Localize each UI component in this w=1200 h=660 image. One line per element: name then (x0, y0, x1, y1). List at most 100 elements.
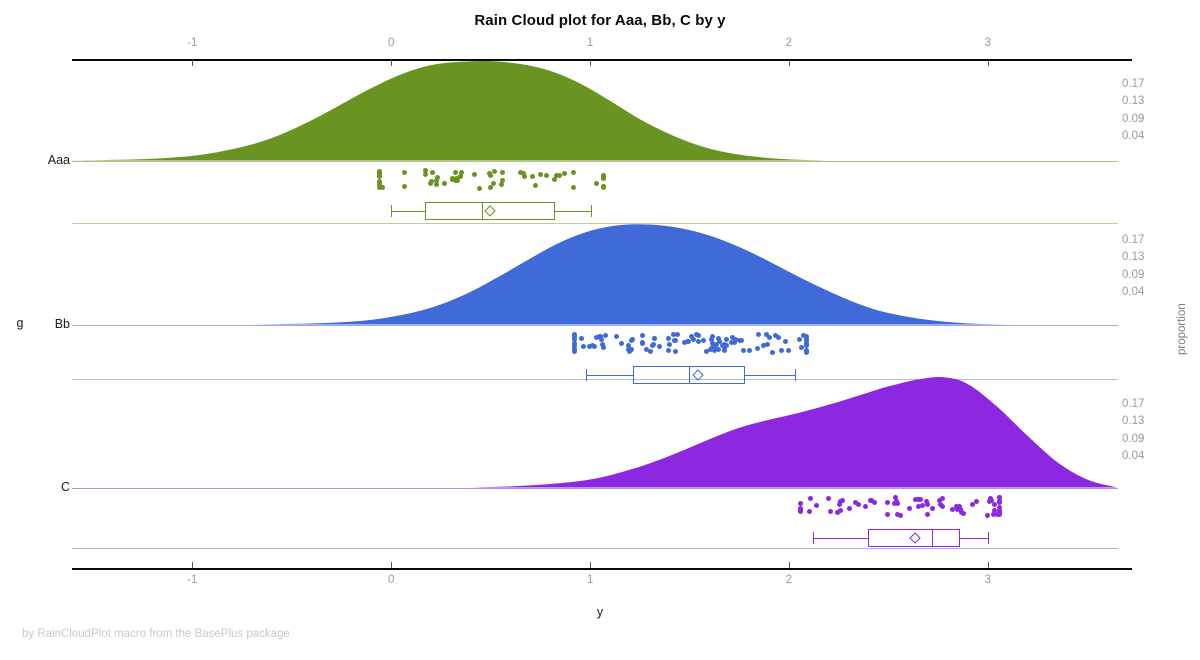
whisker-low-line (586, 375, 633, 376)
data-dot (629, 337, 635, 343)
proportion-tick-label: 0.04 (1122, 286, 1145, 299)
data-dot (693, 332, 699, 338)
x-axis-tick-label: 2 (785, 574, 793, 586)
data-dot (625, 343, 631, 349)
data-dot (422, 171, 428, 177)
box-iqr (868, 529, 960, 547)
data-dot (707, 346, 713, 352)
data-dot (543, 173, 549, 178)
data-dot (716, 347, 722, 353)
mean-diamond-marker (483, 205, 496, 217)
data-dot (626, 347, 632, 353)
data-dot (423, 168, 428, 174)
data-dot (533, 183, 539, 189)
x-axis-tick (987, 60, 989, 66)
data-dot (786, 348, 792, 354)
x-axis-tick (192, 60, 194, 66)
x-axis-title: y (596, 605, 604, 619)
group-label-c: C (60, 479, 70, 494)
proportion-tick-label: 0.09 (1122, 112, 1145, 125)
data-dot (885, 512, 890, 518)
data-dot (538, 172, 544, 178)
data-dot (656, 343, 662, 349)
data-dot (897, 512, 903, 518)
whisker-high-line (959, 538, 988, 539)
data-dot (776, 335, 782, 341)
data-dot (746, 347, 752, 353)
proportion-tick-label: 0.04 (1122, 130, 1145, 143)
data-dot (458, 173, 463, 179)
panel-separator (72, 378, 1118, 380)
data-dot (571, 347, 577, 353)
x-axis-tick-label: 3 (984, 574, 991, 586)
x-axis-tick (987, 562, 989, 568)
data-dot (711, 347, 717, 353)
data-dot (518, 169, 523, 175)
data-dot (720, 343, 726, 349)
data-dot (991, 512, 997, 518)
data-dot (453, 175, 459, 181)
data-dot (434, 177, 440, 183)
whisker-high-cap (794, 369, 796, 381)
data-dot (957, 507, 963, 513)
data-dot (640, 341, 646, 347)
data-dot (997, 504, 1003, 510)
data-dot (376, 185, 382, 191)
data-dot (579, 336, 585, 342)
data-dot (862, 504, 868, 509)
data-dot (985, 512, 991, 518)
proportion-tick-label: 0.13 (1122, 415, 1145, 428)
data-dot (724, 342, 730, 348)
data-dot (994, 512, 1000, 518)
data-dot (924, 512, 930, 518)
data-dot (761, 342, 767, 348)
data-dot (704, 349, 710, 355)
data-dot (453, 170, 459, 176)
data-dot (938, 502, 944, 508)
data-dot (893, 495, 898, 501)
data-dot (380, 185, 386, 191)
data-dot (916, 504, 922, 510)
data-dot (936, 497, 942, 503)
data-dot (476, 185, 482, 191)
data-dot (807, 508, 813, 514)
data-dot (594, 335, 599, 340)
data-dot (675, 332, 681, 338)
data-dot (689, 334, 695, 340)
data-dot (587, 344, 593, 350)
whisker-high-cap (987, 532, 989, 544)
data-dot (924, 499, 929, 505)
data-dot (804, 334, 810, 339)
data-dot (997, 507, 1003, 513)
whisker-low-line (812, 538, 869, 539)
data-dot (920, 502, 926, 508)
data-dot (913, 497, 919, 503)
data-dot (754, 346, 760, 352)
data-dot (992, 508, 998, 514)
data-dot (571, 340, 577, 346)
panel-separator (72, 547, 1118, 549)
x-axis-tick-label: 0 (387, 37, 395, 49)
data-dot (940, 504, 945, 510)
data-dot (487, 184, 493, 190)
data-dot (571, 336, 577, 342)
data-dot (696, 338, 702, 344)
data-dot (401, 170, 407, 176)
data-dot (804, 349, 810, 354)
y-axis-title: g (16, 316, 24, 330)
panel-baseline (72, 324, 1118, 326)
data-dot (916, 496, 922, 502)
whisker-high-line (555, 211, 591, 212)
data-dot (852, 500, 858, 505)
axis-rule (72, 568, 1132, 570)
footer-credit: by RainCloudPlot macro from the BasePlus… (22, 628, 290, 640)
data-dot (556, 173, 562, 179)
data-dot (449, 177, 455, 182)
x-axis-tick (590, 562, 592, 568)
x-axis-tick (788, 562, 790, 568)
data-dot (709, 337, 715, 343)
data-dot (672, 337, 677, 343)
data-dot (629, 347, 635, 352)
